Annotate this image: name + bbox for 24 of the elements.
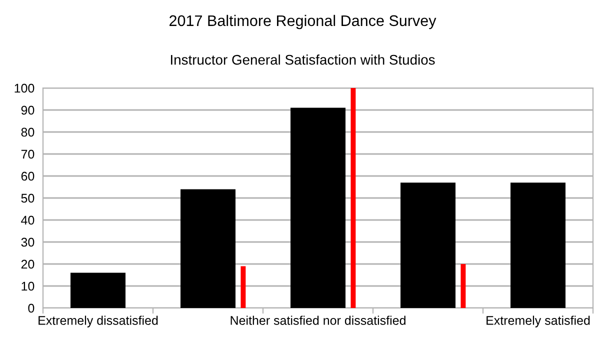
bar <box>350 88 356 308</box>
y-tick-label: 40 <box>21 216 34 225</box>
y-tick-label: 20 <box>21 260 34 269</box>
bar <box>400 182 456 308</box>
chart-subtitle: Instructor General Satisfaction with Studios <box>171 54 435 65</box>
bar <box>240 266 246 308</box>
y-tick-label: 10 <box>22 282 34 291</box>
y-tick-label: 0 <box>28 304 34 313</box>
y-tick-label: 70 <box>21 150 34 159</box>
x-tick-label: Neither satisfied nor dissatisfied <box>230 316 406 325</box>
y-tick-label: 100 <box>14 84 34 93</box>
bar <box>510 182 566 308</box>
bar <box>290 108 346 308</box>
y-tick-label: 90 <box>21 106 34 115</box>
chart-title: 2017 Baltimore Regional Dance Survey <box>170 14 436 30</box>
y-tick-label: 30 <box>21 238 34 247</box>
x-tick-label: Extremely dissatisfied <box>38 316 158 328</box>
y-tick-label: 60 <box>21 172 34 181</box>
y-tick-label: 80 <box>21 128 34 137</box>
bar <box>70 272 126 308</box>
bar <box>180 189 236 308</box>
y-tick-label: 50 <box>21 194 34 203</box>
bar <box>460 264 466 308</box>
x-tick-label: Extremely satisfied <box>486 316 590 328</box>
